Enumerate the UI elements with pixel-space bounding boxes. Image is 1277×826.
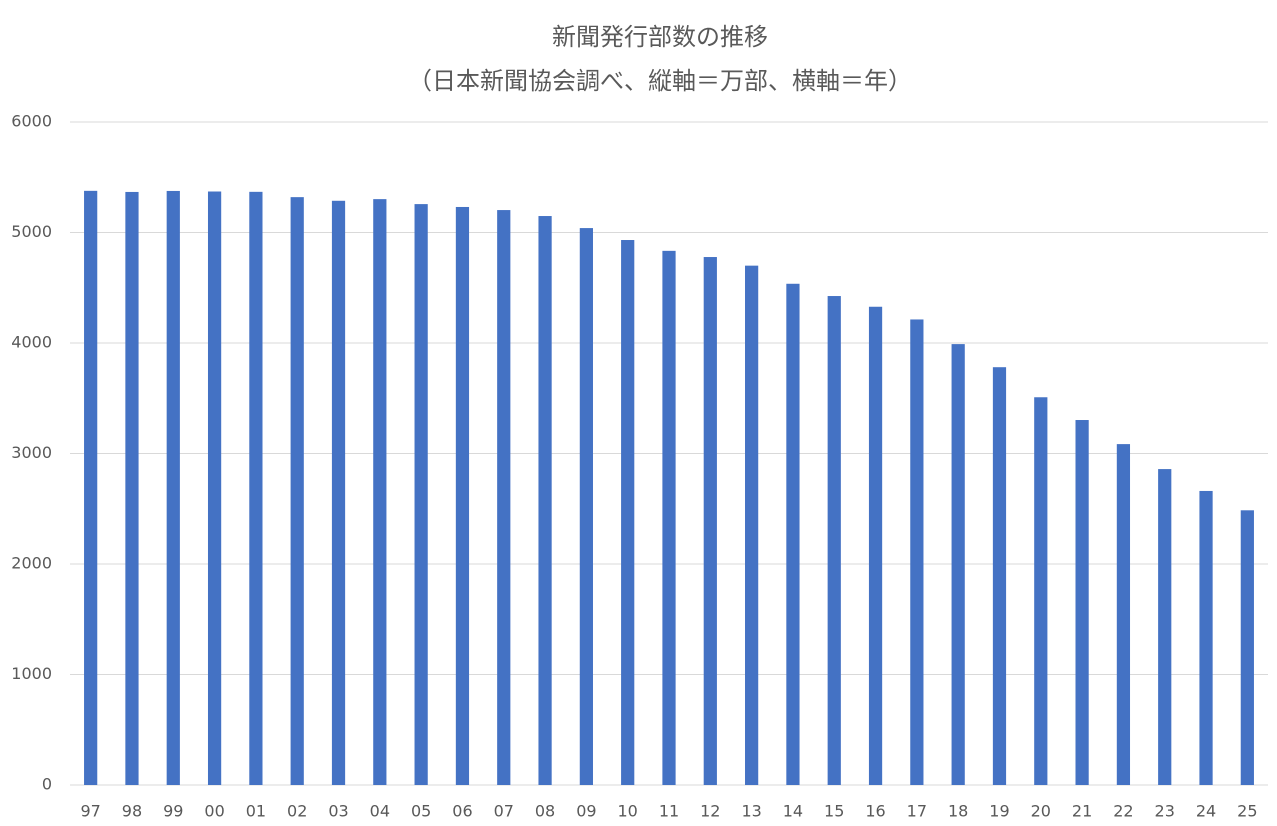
- bar: [621, 240, 635, 785]
- bar: [703, 257, 717, 785]
- x-tick-label: 04: [370, 802, 390, 821]
- bar: [579, 228, 593, 785]
- x-tick-label: 17: [907, 802, 927, 821]
- y-tick-label: 5000: [11, 222, 52, 241]
- bar: [414, 204, 428, 785]
- x-tick-label: 25: [1237, 802, 1257, 821]
- bar: [662, 250, 676, 785]
- chart-title: 新聞発行部数の推移: [552, 23, 768, 51]
- bar: [868, 306, 883, 785]
- x-tick-label: 11: [659, 802, 679, 821]
- bar: [84, 190, 98, 786]
- x-tick-label: 23: [1155, 802, 1175, 821]
- bar: [166, 190, 180, 785]
- x-tick-label: 07: [494, 802, 514, 821]
- x-tick-label: 16: [865, 802, 885, 821]
- x-tick-label: 99: [163, 802, 183, 821]
- x-tick-label: 19: [989, 802, 1009, 821]
- x-tick-label: 02: [287, 802, 307, 821]
- bar: [951, 344, 965, 785]
- x-tick-label: 03: [328, 802, 348, 821]
- x-tick-label: 12: [700, 802, 720, 821]
- bar: [992, 367, 1007, 785]
- x-tick-label: 20: [1031, 802, 1051, 821]
- bar: [1199, 490, 1213, 785]
- bar: [1158, 469, 1172, 785]
- x-tick-label: 06: [452, 802, 472, 821]
- x-tick-label: 01: [246, 802, 266, 821]
- y-tick-label: 1000: [11, 664, 52, 683]
- x-tick-label: 15: [824, 802, 844, 821]
- bar: [331, 200, 346, 785]
- bar: [538, 216, 552, 785]
- x-tick-label: 09: [576, 802, 596, 821]
- x-tick-label: 13: [741, 802, 761, 821]
- x-tick-label: 21: [1072, 802, 1092, 821]
- x-tick-label: 10: [618, 802, 638, 821]
- bar: [249, 191, 263, 785]
- y-tick-label: 2000: [11, 554, 52, 573]
- x-tick-label: 08: [535, 802, 555, 821]
- y-tick-label: 0: [42, 775, 52, 794]
- x-tick-label: 22: [1113, 802, 1133, 821]
- x-tick-label: 18: [948, 802, 968, 821]
- y-tick-label: 6000: [11, 112, 52, 131]
- bar: [1075, 420, 1089, 785]
- x-tick-label: 98: [122, 802, 142, 821]
- bar: [827, 296, 841, 785]
- bar: [786, 283, 800, 785]
- bar: [497, 210, 511, 786]
- bar: [290, 197, 304, 785]
- bar: [373, 199, 387, 785]
- x-tick-label: 00: [204, 802, 224, 821]
- x-tick-label: 05: [411, 802, 431, 821]
- bar: [1034, 397, 1048, 785]
- bar: [1116, 444, 1131, 785]
- bar: [207, 191, 222, 785]
- x-tick-label: 24: [1196, 802, 1216, 821]
- bar: [125, 191, 139, 785]
- y-tick-label: 3000: [11, 443, 52, 462]
- chart-subtitle: （日本新聞協会調べ、縦軸＝万部、横軸＝年）: [408, 67, 912, 95]
- x-tick-label: 97: [80, 802, 100, 821]
- bar: [455, 206, 470, 786]
- bar: [745, 265, 759, 785]
- bar: [910, 319, 924, 785]
- x-tick-label: 14: [783, 802, 803, 821]
- y-tick-label: 4000: [11, 333, 52, 352]
- bar: [1240, 510, 1254, 785]
